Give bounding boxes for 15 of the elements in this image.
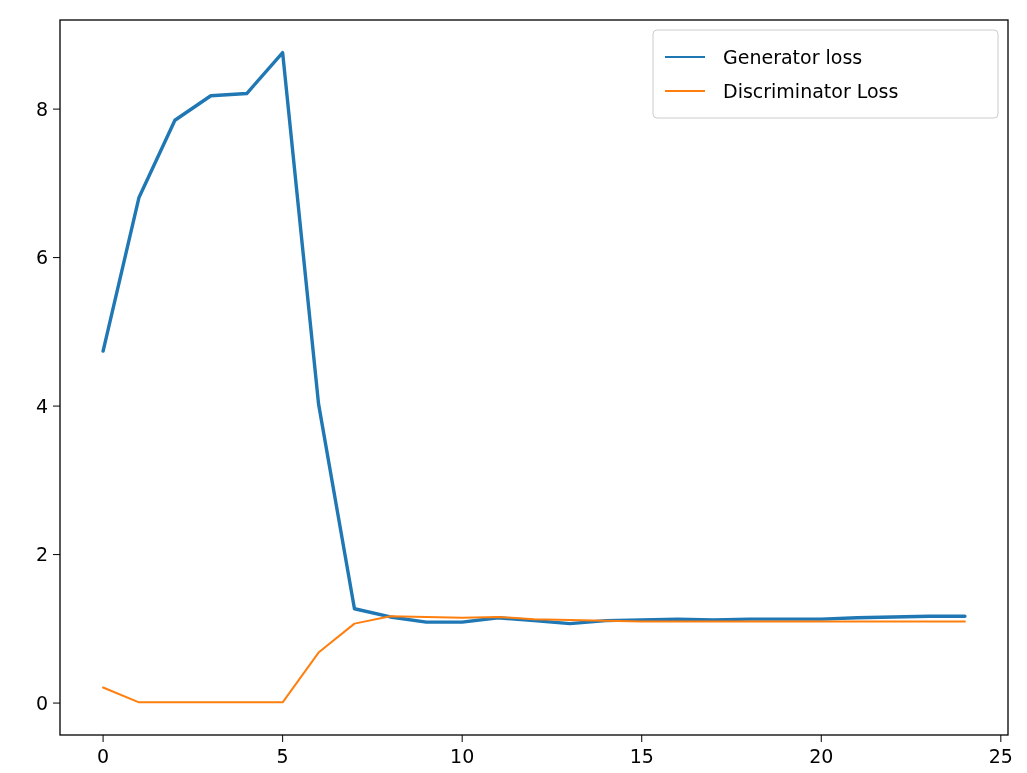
y-tick-label: 8 <box>35 97 48 120</box>
y-tick-label: 4 <box>35 394 48 417</box>
line-series <box>101 50 967 626</box>
y-tick-label: 0 <box>35 691 48 714</box>
y-tick-label: 2 <box>35 543 48 566</box>
x-tick-label: 25 <box>988 745 1013 767</box>
y-tick-label: 6 <box>35 246 48 269</box>
x-tick-label: 0 <box>97 745 110 767</box>
legend-label: Generator loss <box>723 45 863 68</box>
x-tick-label: 10 <box>450 745 475 767</box>
legend-label: Discriminator Loss <box>723 79 899 102</box>
x-tick-label: 20 <box>809 745 834 767</box>
x-tick-label: 15 <box>629 745 654 767</box>
x-tick-label: 5 <box>276 745 289 767</box>
line-series <box>102 615 966 704</box>
